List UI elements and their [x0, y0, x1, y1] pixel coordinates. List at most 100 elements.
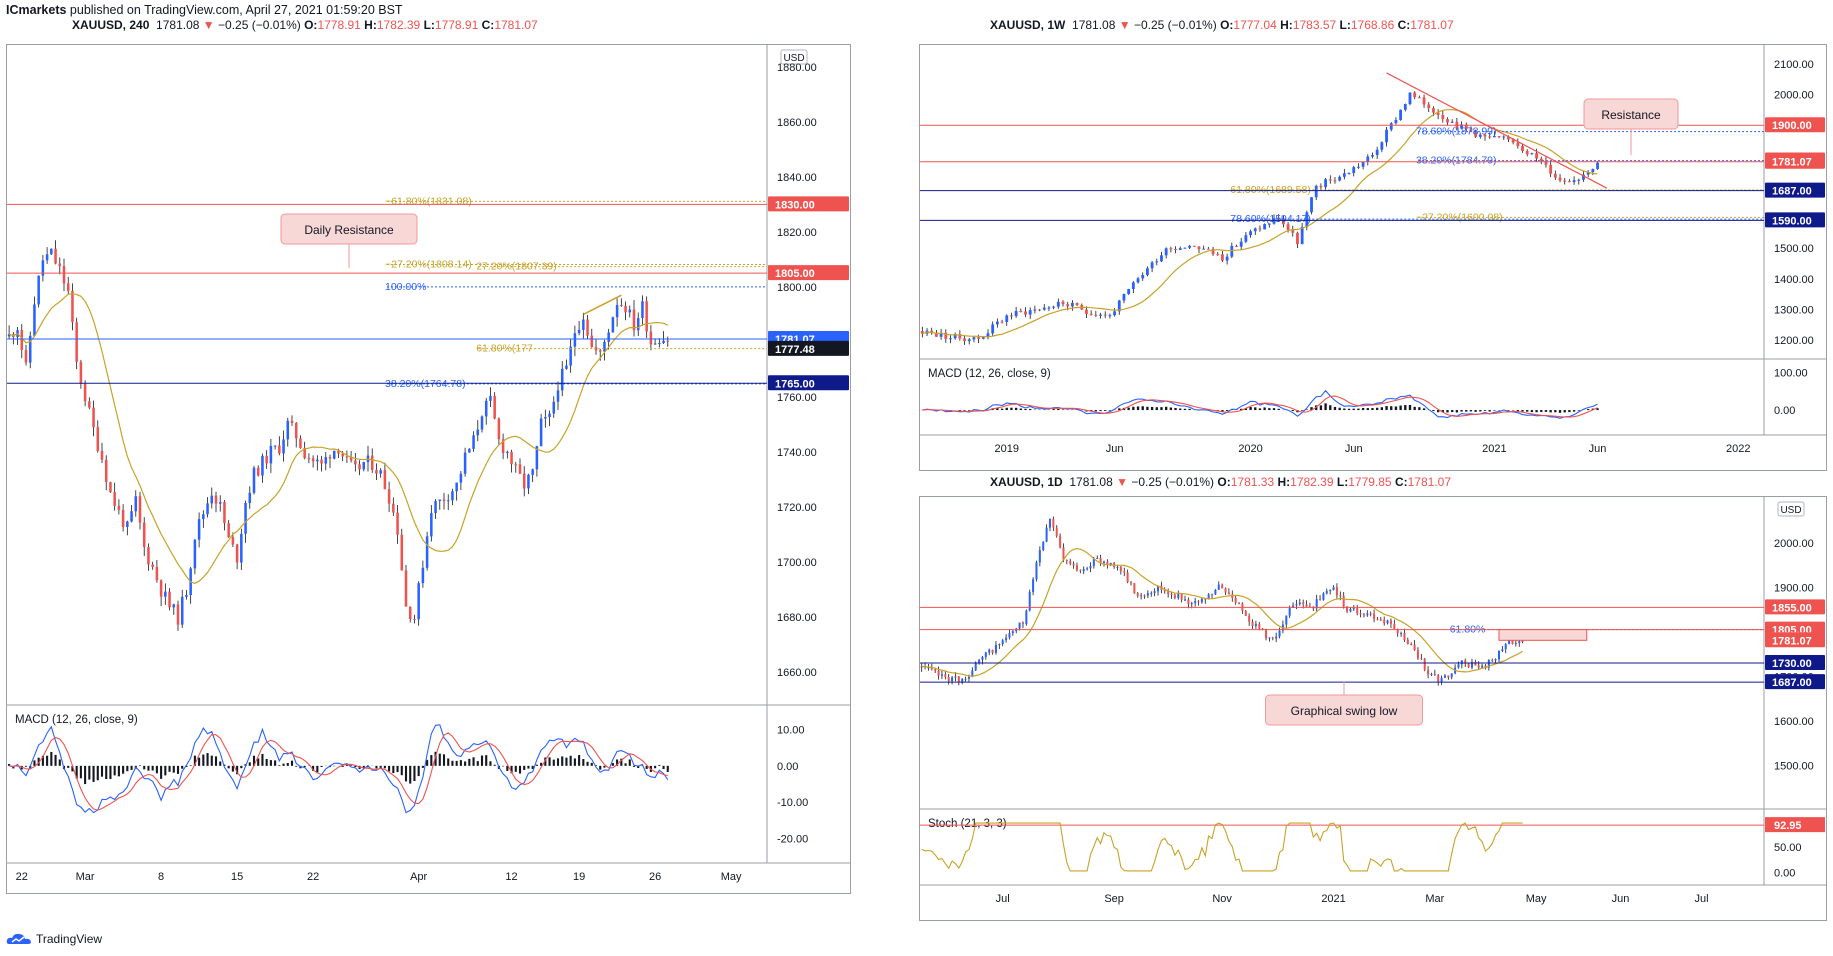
price-tag: [1765, 117, 1825, 133]
candle-body: [130, 511, 133, 522]
candle-body: [176, 604, 180, 625]
publish-header: ICmarkets published on TradingView.com, …: [6, 3, 403, 17]
candle-body: [1553, 173, 1557, 178]
candle-body: [269, 445, 273, 464]
publisher-name[interactable]: ICmarkets: [6, 3, 67, 17]
time-tick-label: 2021: [1482, 443, 1506, 455]
candle-body: [1302, 602, 1305, 605]
candle-body: [961, 678, 964, 683]
candle-body: [944, 332, 948, 339]
down-arrow-icon: ▼: [1118, 18, 1131, 32]
candle-body: [489, 395, 492, 401]
candle-body: [476, 429, 480, 436]
candle-body: [939, 332, 943, 337]
candle-body: [1394, 119, 1398, 124]
candle-body: [991, 324, 995, 334]
macd-signal-line: [9, 732, 668, 811]
candle-body: [1521, 641, 1524, 643]
candle-body: [206, 503, 209, 515]
oscillator-tick-label: 0.00: [777, 761, 798, 773]
candle-body: [1061, 301, 1065, 305]
candle-body: [1204, 598, 1207, 600]
candle-body: [1518, 641, 1521, 644]
candle-body: [1117, 300, 1121, 312]
candle-body: [1216, 254, 1220, 256]
candle-body: [121, 509, 125, 527]
candle-body: [1474, 131, 1478, 137]
candle-body: [1319, 185, 1323, 188]
time-tick-label: 2020: [1238, 443, 1262, 455]
candle-body: [582, 319, 585, 330]
oscillator-label: MACD (12, 26, close, 9): [15, 714, 138, 726]
candle-body: [1497, 651, 1500, 660]
candle-body: [417, 583, 420, 620]
candle-body: [1010, 315, 1013, 317]
candle-body: [1403, 103, 1407, 110]
candle-body: [1000, 321, 1004, 323]
candle-body: [611, 317, 615, 333]
candle-body: [1342, 595, 1345, 607]
candle-body: [168, 591, 171, 608]
time-tick-label: Nov: [1212, 893, 1232, 905]
candle-body: [62, 266, 66, 284]
candle-body: [552, 401, 556, 414]
oscillator-tick-label: -20.00: [777, 833, 808, 845]
h4-chart-panel[interactable]: USD 1660.00 1680.00 1700.00 1720.00 1740.00 17…: [6, 44, 851, 894]
candle-body: [986, 333, 990, 338]
candle-body: [282, 439, 285, 454]
fib-level-label: 27.20%(1807.39): [476, 261, 557, 273]
d1-chart-panel[interactable]: USD1500.001600.001700.001800.001900.0020…: [919, 496, 1827, 921]
oscillator-label: Stoch (21, 3, 3): [928, 818, 1007, 830]
tradingview-logo[interactable]: TradingView: [6, 932, 102, 946]
h4-chart-svg[interactable]: USD 1660.00 1680.00 1700.00 1720.00 1740.00 17…: [7, 45, 850, 893]
candle-body: [607, 332, 610, 342]
candle-body: [1244, 235, 1248, 242]
candle-body: [1109, 563, 1112, 565]
candle-body: [1126, 572, 1129, 583]
d1-change: −0.25 (−0.01%): [1131, 475, 1215, 489]
candle-body: [1305, 604, 1308, 607]
candle-body: [628, 309, 632, 313]
candle-body: [142, 522, 146, 547]
w1-chart-svg[interactable]: 1200.001300.001400.001500.001600.001700.…: [920, 45, 1826, 470]
candle-body: [1221, 584, 1224, 589]
w1-last: 1781.08: [1072, 18, 1116, 32]
price-tag: [1765, 182, 1825, 198]
price-tag: [1765, 817, 1825, 833]
candle-body: [1143, 595, 1146, 597]
w1-chart-panel[interactable]: 1200.001300.001400.001500.001600.001700.…: [919, 44, 1827, 471]
h4-close: 1781.07: [494, 18, 538, 32]
candle-body: [1521, 146, 1524, 151]
candle-body: [472, 435, 475, 449]
candle-body: [290, 420, 294, 423]
candle-body: [1005, 637, 1008, 641]
candle-body: [1488, 136, 1492, 138]
candle-body: [37, 275, 40, 305]
candle-body: [1167, 591, 1170, 594]
candle-body: [1211, 248, 1215, 255]
candle-body: [1357, 166, 1360, 168]
candle-body: [1192, 245, 1196, 247]
candle-body: [1180, 593, 1183, 600]
time-tick-label: Jul: [1695, 893, 1709, 905]
candle-body: [71, 290, 74, 323]
h4-last: 1781.08: [156, 18, 200, 32]
candle-body: [354, 460, 357, 465]
candle-body: [180, 596, 184, 625]
candle-body: [1389, 620, 1392, 624]
price-tick-label: 1720.00: [777, 502, 817, 514]
candle-body: [963, 338, 966, 342]
candle-body: [324, 457, 328, 464]
price-tick-label: 1660.00: [777, 667, 817, 679]
candle-body: [1403, 632, 1406, 640]
candle-body: [1295, 604, 1298, 606]
d1-chart-svg[interactable]: USD1500.001600.001700.001800.001900.0020…: [920, 497, 1826, 920]
candle-body: [522, 473, 526, 489]
candle-body: [1275, 636, 1278, 639]
price-tick-label: 2100.00: [1774, 59, 1814, 71]
candle-body: [1268, 637, 1271, 639]
candle-body: [164, 591, 167, 597]
currency-badge: [780, 49, 808, 65]
candle-body: [1227, 592, 1230, 595]
candle-body: [1369, 613, 1372, 615]
